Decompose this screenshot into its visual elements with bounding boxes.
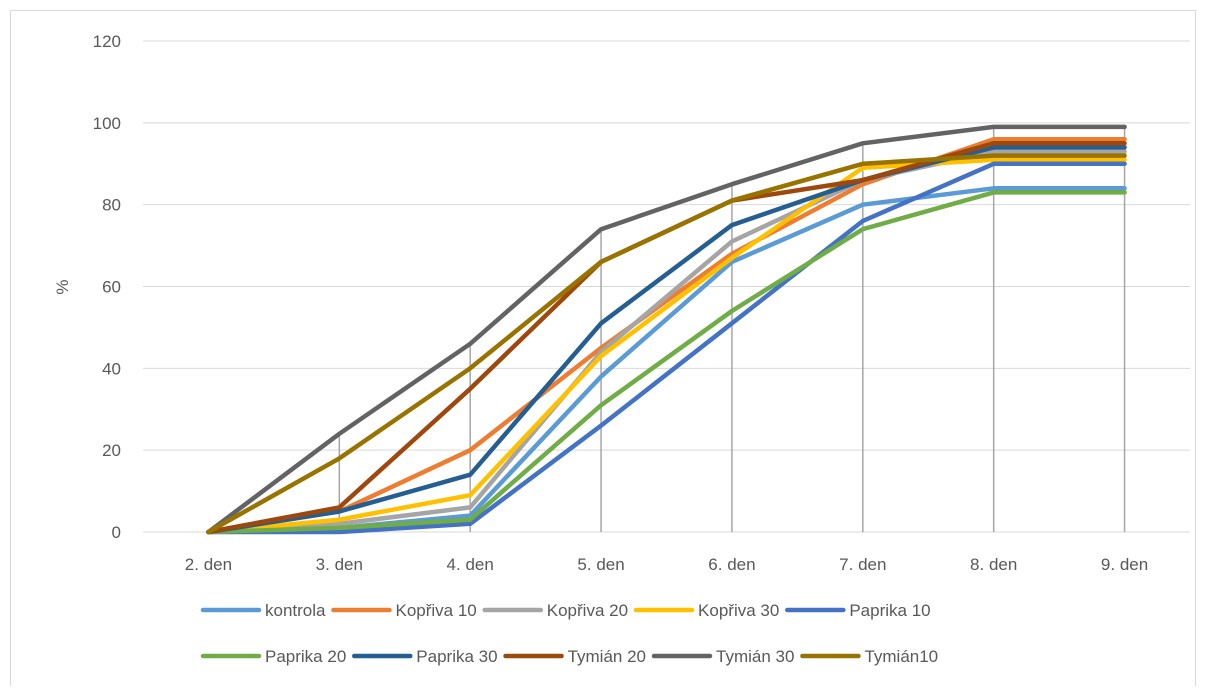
series-line-1 [206,136,1127,535]
y-tick-label: 20 [102,441,121,460]
legend-item: kontrola [200,601,326,620]
y-tick-label: 0 [112,523,121,542]
series-line-8 [206,124,1127,535]
legend-item: Paprika 20 [200,647,346,666]
legend-label: kontrola [265,601,326,620]
legend-label: Paprika 20 [265,647,346,666]
legend-label: Kopřiva 30 [698,601,779,620]
legend-label: Paprika 10 [849,601,930,620]
series-line-5 [206,190,1127,535]
x-tick-label: 2. den [185,555,232,574]
y-axis-title: % [53,279,72,294]
legend-item: Tymián10 [800,647,938,666]
legend-item: Kopřiva 20 [482,601,628,620]
legend-item: Tymián 30 [651,647,794,666]
y-tick-label: 100 [93,114,121,133]
legend-item: Paprika 10 [785,601,931,620]
x-tick-label: 4. den [447,555,494,574]
x-tick-label: 7. den [839,555,886,574]
x-tick-label: 5. den [577,555,624,574]
y-tick-label: 40 [102,359,121,378]
series-line-9 [206,153,1127,535]
legend-label: Kopřiva 10 [395,601,476,620]
x-axis-tick-labels: 2. den 3. den 4. den 5. den 6. den 7. den 8. d… [185,555,1148,574]
y-axis-tick-labels: 0 20 40 60 80 100 120 [93,32,121,542]
series-line-4 [206,161,1127,535]
legend-label: Tymián10 [864,647,938,666]
legend-item: Kopřiva 10 [331,601,477,620]
x-tick-label: 9. den [1101,555,1148,574]
legend-label: Kopřiva 20 [547,601,628,620]
y-tick-label: 60 [102,278,121,297]
x-tick-label: 8. den [970,555,1017,574]
y-tick-label: 80 [102,196,121,215]
legend-label: Paprika 30 [416,647,497,666]
series-line-3 [206,157,1127,535]
legend: kontrola Kopřiva 10 Kopřiva 20 Kopřiva 30 Pa… [200,601,938,666]
x-tick-label: 3. den [316,555,363,574]
legend-label: Tymián 30 [716,647,794,666]
x-tick-label: 6. den [708,555,755,574]
series-lines [206,124,1127,535]
legend-label: Tymián 20 [568,647,646,666]
legend-item: Tymián 20 [503,647,646,666]
y-tick-label: 120 [93,32,121,51]
series-line-6 [206,145,1127,535]
legend-item: Paprika 30 [352,647,498,666]
legend-item: Kopřiva 30 [633,601,779,620]
